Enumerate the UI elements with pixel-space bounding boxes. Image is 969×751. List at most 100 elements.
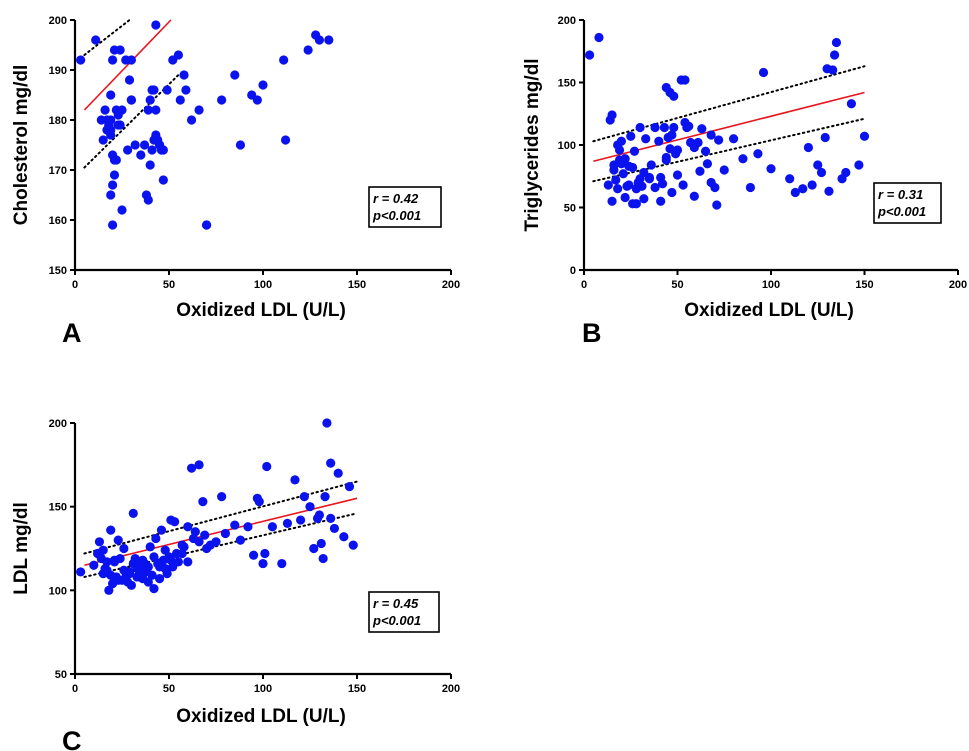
data-point <box>628 162 638 173</box>
data-point <box>657 179 668 189</box>
data-point <box>108 150 118 160</box>
panel-a: 150 160 170 180 190 200 0 50 100 150 200 Cholestero… <box>11 15 460 348</box>
ci-upper-line <box>83 19 131 56</box>
stat-p-label: p<0.001 <box>877 204 926 219</box>
data-point <box>106 130 116 140</box>
data-point <box>200 530 210 540</box>
data-point <box>145 95 155 105</box>
data-point <box>620 154 630 164</box>
data-point <box>620 192 630 203</box>
data-point <box>339 532 349 542</box>
y-tick-label: 200 <box>49 418 67 430</box>
data-point <box>262 461 272 472</box>
data-point <box>706 177 716 188</box>
data-point <box>258 80 268 90</box>
data-point <box>654 136 664 146</box>
data-point <box>132 563 142 574</box>
data-point <box>235 140 246 150</box>
panel-c: 50 100 150 200 0 50 100 150 200 LDL mg/dl Oxidized… <box>11 418 460 751</box>
x-axis-label: Oxidized LDL (U/L) <box>176 706 346 727</box>
data-point <box>729 134 739 144</box>
stats-box <box>368 591 440 633</box>
data-point <box>644 174 655 184</box>
data-point <box>646 160 656 170</box>
y-tick-label: 190 <box>49 65 67 77</box>
data-point <box>155 574 165 584</box>
data-point <box>326 458 336 468</box>
data-point <box>344 481 355 492</box>
data-point <box>316 538 326 549</box>
data-point <box>249 550 259 560</box>
data-point <box>202 220 212 230</box>
data-point <box>280 135 291 145</box>
data-point <box>639 167 649 178</box>
y-tick-label: 180 <box>49 115 67 127</box>
data-point <box>766 164 776 174</box>
x-tick-label: 200 <box>442 279 460 291</box>
data-point <box>680 75 690 85</box>
data-point <box>282 518 293 529</box>
data-point <box>333 468 343 478</box>
data-point <box>326 513 336 523</box>
data-point <box>603 180 613 190</box>
y-tick-label: 50 <box>564 203 576 215</box>
data-point <box>113 575 123 585</box>
data-point <box>639 194 649 204</box>
y-tick-label: 170 <box>49 165 67 177</box>
data-point <box>211 537 221 547</box>
data-point <box>194 105 204 115</box>
data-point <box>260 548 270 559</box>
y-tick-label: 100 <box>49 585 67 597</box>
data-point <box>279 55 289 65</box>
data-point <box>94 537 105 547</box>
data-point <box>89 560 99 570</box>
data-point <box>106 190 116 200</box>
data-point <box>753 149 763 159</box>
data-point <box>109 555 120 565</box>
data-point <box>160 545 170 555</box>
data-point <box>156 525 167 535</box>
data-point <box>220 528 230 539</box>
data-point <box>143 577 153 587</box>
data-point <box>186 115 197 125</box>
data-point <box>631 184 641 194</box>
x-tick-label: 0 <box>72 279 78 291</box>
data-point <box>659 122 670 133</box>
data-point <box>829 50 840 60</box>
data-point <box>824 186 834 196</box>
data-point <box>324 35 334 45</box>
data-point <box>115 120 125 130</box>
data-point <box>151 533 161 544</box>
data-point <box>179 70 189 80</box>
data-point <box>669 91 679 101</box>
y-tick-label: 160 <box>49 215 67 227</box>
data-point <box>650 122 660 133</box>
data-point <box>124 567 135 577</box>
data-point <box>290 475 300 485</box>
data-point <box>145 160 155 170</box>
data-point <box>147 570 157 580</box>
panel-letter: B <box>582 318 602 348</box>
x-tick-label: 0 <box>72 683 78 695</box>
x-tick-label: 50 <box>671 279 683 291</box>
data-point <box>104 120 114 130</box>
regression-line <box>83 19 172 111</box>
y-tick-label: 200 <box>49 15 67 27</box>
data-point <box>613 140 623 150</box>
data-point <box>594 32 604 43</box>
data-point <box>76 55 86 65</box>
data-point <box>641 134 651 144</box>
stat-r-label: r = 0.45 <box>373 596 419 611</box>
x-tick-label: 150 <box>855 279 873 291</box>
regression-line <box>84 497 358 567</box>
data-point <box>700 146 711 156</box>
data-point <box>706 130 716 140</box>
data-point <box>183 522 193 532</box>
data-point <box>695 166 705 176</box>
data-point <box>186 463 197 473</box>
y-tick-label: 150 <box>49 502 67 514</box>
data-point <box>217 492 227 502</box>
y-tick-label: 150 <box>49 265 67 277</box>
data-point <box>314 510 324 520</box>
data-point <box>296 515 306 525</box>
